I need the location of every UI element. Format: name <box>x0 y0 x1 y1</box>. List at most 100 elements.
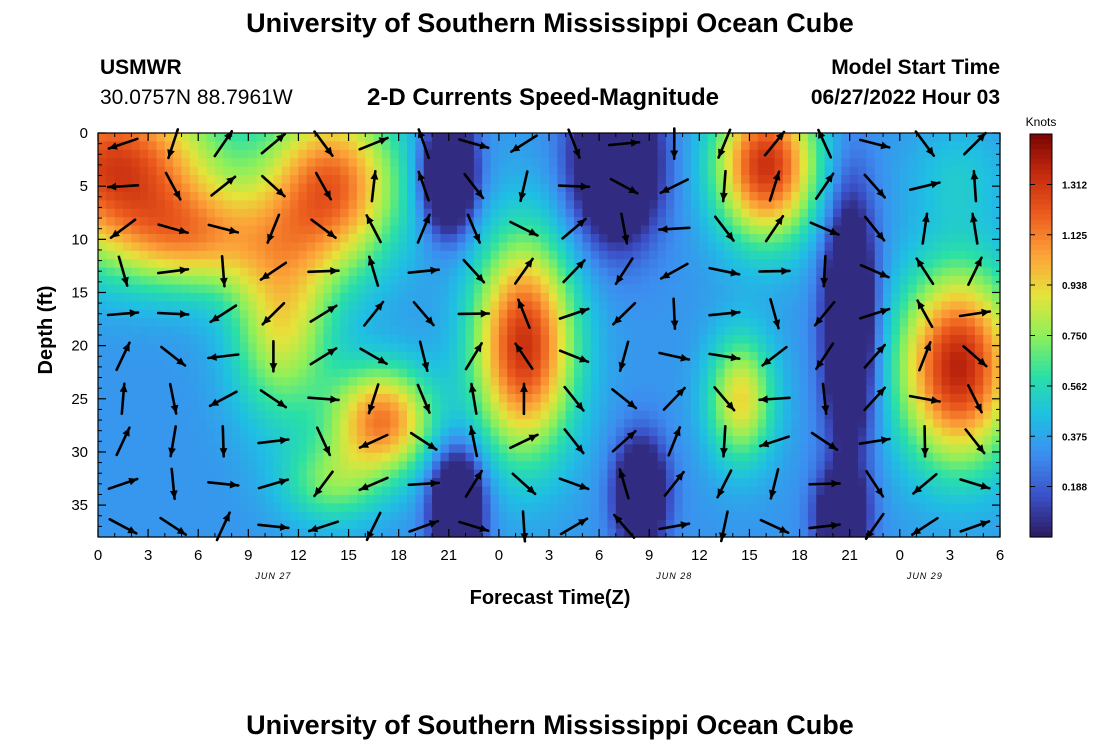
heatmap-cell <box>156 351 166 361</box>
heatmap-cell <box>958 486 968 496</box>
heatmap-cell <box>315 166 325 176</box>
heatmap-cell <box>690 242 700 252</box>
heatmap-cell <box>356 452 366 462</box>
heatmap-cell <box>540 343 550 353</box>
heatmap-cell <box>757 503 767 513</box>
heatmap-cell <box>498 276 508 286</box>
heatmap-cell <box>348 528 358 538</box>
heatmap-cell <box>949 292 959 302</box>
heatmap-cell <box>557 419 567 429</box>
heatmap-cell <box>156 478 166 488</box>
heatmap-cell <box>398 410 408 420</box>
heatmap-cell <box>206 175 216 185</box>
heatmap-cell <box>315 528 325 538</box>
heatmap-cell <box>615 309 625 319</box>
heatmap-cell <box>164 503 174 513</box>
heatmap-cell <box>189 326 199 336</box>
heatmap-cell <box>832 225 842 235</box>
heatmap-cell <box>523 326 533 336</box>
heatmap-cell <box>741 225 751 235</box>
heatmap-cell <box>490 528 500 538</box>
heatmap-cell <box>181 393 191 403</box>
heatmap-cell <box>615 503 625 513</box>
heatmap-cell <box>198 478 208 488</box>
heatmap-cell <box>582 511 592 521</box>
heatmap-cell <box>899 360 909 370</box>
heatmap-cell <box>657 520 667 530</box>
heatmap-cell <box>156 133 166 143</box>
heatmap-cell <box>707 166 717 176</box>
heatmap-cell <box>749 368 759 378</box>
heatmap-cell <box>841 149 851 159</box>
heatmap-cell <box>874 503 884 513</box>
heatmap-cell <box>707 452 717 462</box>
heatmap-cell <box>415 343 425 353</box>
heatmap-cell <box>123 461 133 471</box>
heatmap-cell <box>582 452 592 462</box>
heatmap-cell <box>398 343 408 353</box>
heatmap-cell <box>498 158 508 168</box>
heatmap-cell <box>649 158 659 168</box>
heatmap-cell <box>640 141 650 151</box>
heatmap-cell <box>716 343 725 353</box>
heatmap-cell <box>473 393 483 403</box>
heatmap-cell <box>440 427 450 437</box>
heatmap-cell <box>849 200 859 210</box>
heatmap-cell <box>649 368 659 378</box>
heatmap-cell <box>465 494 475 504</box>
heatmap-cell <box>290 166 300 176</box>
heatmap-cell <box>707 351 717 361</box>
heatmap-cell <box>732 478 742 488</box>
heatmap-cell <box>599 335 609 345</box>
heatmap-cell <box>824 250 834 260</box>
heatmap-cell <box>824 528 834 538</box>
heatmap-cell <box>457 528 467 538</box>
heatmap-cell <box>841 225 851 235</box>
heatmap-cell <box>106 511 116 521</box>
heatmap-cell <box>807 461 817 471</box>
heatmap-cell <box>139 343 149 353</box>
heatmap-cell <box>148 267 158 277</box>
heatmap-cell <box>732 183 742 193</box>
heatmap-cell <box>582 149 592 159</box>
heatmap-cell <box>181 133 191 143</box>
heatmap-cell <box>139 326 149 336</box>
heatmap-cell <box>732 191 742 201</box>
heatmap-cell <box>624 427 634 437</box>
heatmap-cell <box>323 478 333 488</box>
heatmap-cell <box>766 183 776 193</box>
heatmap-cell <box>448 410 458 420</box>
heatmap-cell <box>248 461 258 471</box>
heatmap-cell <box>749 301 759 311</box>
heatmap-cell <box>432 385 442 395</box>
heatmap-cell <box>849 343 859 353</box>
heatmap-cell <box>457 284 467 294</box>
heatmap-cell <box>883 133 893 143</box>
heatmap-cell <box>849 494 859 504</box>
heatmap-cell <box>749 351 759 361</box>
heatmap-cell <box>816 208 826 218</box>
heatmap-cell <box>231 343 241 353</box>
heatmap-cell <box>657 461 667 471</box>
heatmap-cell <box>523 309 533 319</box>
heatmap-cell <box>189 225 199 235</box>
heatmap-cell <box>173 276 183 286</box>
heatmap-cell <box>323 250 333 260</box>
heatmap-cell <box>615 511 625 521</box>
heatmap-cell <box>699 377 709 387</box>
heatmap-cell <box>757 166 767 176</box>
heatmap-cell <box>415 335 425 345</box>
heatmap-cell <box>590 225 600 235</box>
heatmap-cell <box>540 335 550 345</box>
heatmap-cell <box>148 385 158 395</box>
heatmap-cell <box>298 368 308 378</box>
heatmap-cell <box>398 208 408 218</box>
heatmap-cell <box>273 191 283 201</box>
heatmap-cell <box>682 292 692 302</box>
heatmap-cell <box>473 284 483 294</box>
heatmap-cell <box>582 486 592 496</box>
heatmap-cell <box>407 436 416 446</box>
heatmap-cell <box>273 393 283 403</box>
heatmap-cell <box>265 335 274 345</box>
heatmap-cell <box>206 503 216 513</box>
